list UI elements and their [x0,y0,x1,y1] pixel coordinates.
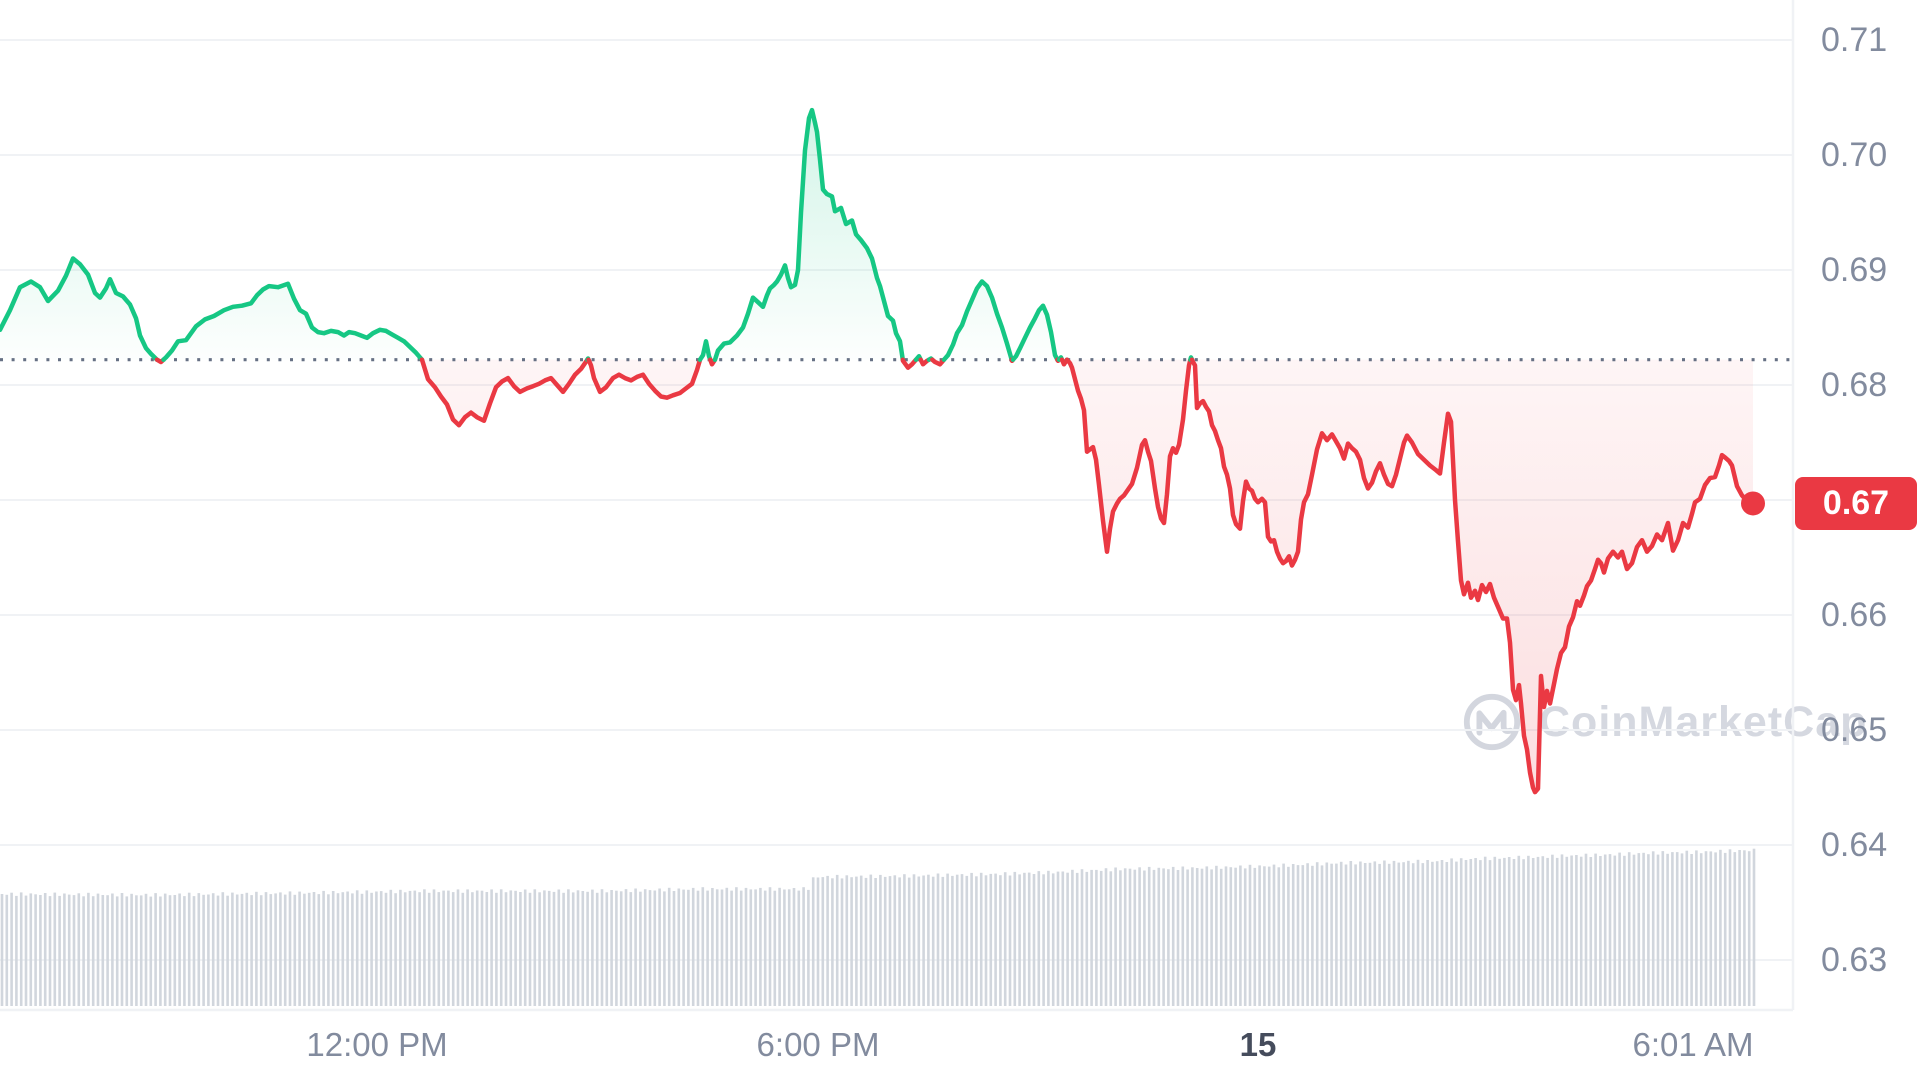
y-tick-label: 0.65 [1821,711,1888,749]
y-tick-label: 0.63 [1821,941,1888,979]
y-tick-label: 0.69 [1821,251,1888,289]
x-tick-label: 15 [1239,1026,1277,1063]
y-tick-label: 0.71 [1821,21,1888,59]
y-tick-label: 0.66 [1821,596,1888,634]
y-tick-label: 0.68 [1821,366,1888,404]
volume-bars [0,848,1756,1006]
area-fills [0,110,1753,793]
current-price-badge: 0.67 [1795,476,1917,530]
x-tick-label: 6:01 AM [1632,1026,1754,1063]
last-price-dot [1741,491,1765,516]
y-tick-label: 0.70 [1821,136,1888,174]
x-tick-label: 6:00 PM [756,1026,880,1063]
x-tick-label: 12:00 PM [306,1026,448,1063]
price-line [0,107,1756,795]
y-tick-label: 0.64 [1821,826,1888,864]
current-price-value: 0.67 [1822,483,1890,522]
